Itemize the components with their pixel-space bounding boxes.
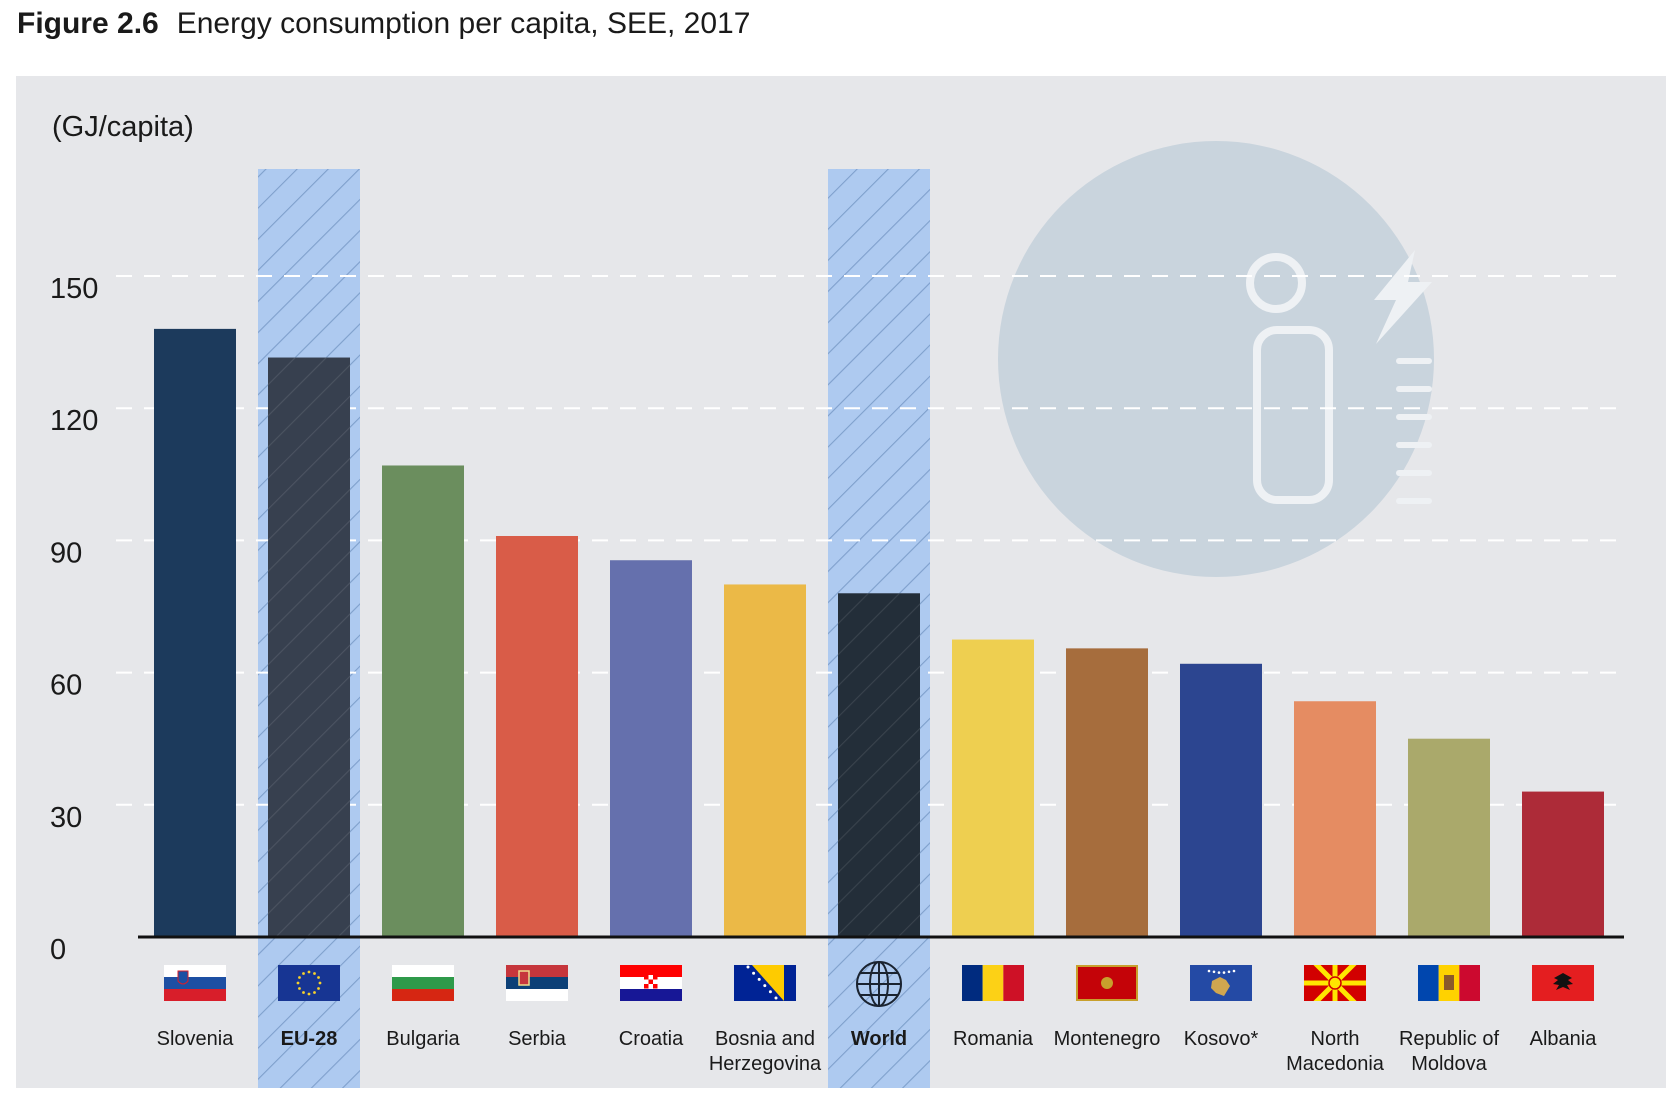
energy-person-icon xyxy=(998,141,1434,577)
category-label: Slovenia xyxy=(157,1028,235,1050)
flags xyxy=(164,961,1594,1007)
croatia-flag-icon xyxy=(620,965,682,1001)
bar xyxy=(610,560,692,937)
axes: 0 30 60 90 120 150 (GJ/capita) xyxy=(50,111,1624,966)
y-tick-label: 90 xyxy=(50,537,82,569)
bar xyxy=(952,639,1034,937)
bar xyxy=(1408,738,1490,937)
category-label: Montenegro xyxy=(1054,1028,1161,1050)
y-tick-label: 0 xyxy=(50,934,66,966)
figure-title: Figure 2.6 Energy consumption per capita,… xyxy=(17,4,750,44)
slovenia-flag-icon xyxy=(164,965,226,1001)
figure-number: Figure 2.6 xyxy=(17,7,159,40)
category-labels: Slovenia EU-28 Bulgaria Serbia Croatia Bosnia… xyxy=(157,1028,1598,1075)
bosnia-flag-icon xyxy=(734,965,796,1001)
moldova-flag-icon xyxy=(1418,965,1480,1001)
category-label: North Macedonia xyxy=(1286,1028,1385,1075)
serbia-flag-icon xyxy=(506,965,568,1001)
eu-flag-icon xyxy=(278,965,340,1001)
bar-hatch xyxy=(838,593,920,937)
north-macedonia-flag-icon xyxy=(1304,965,1366,1001)
category-label: World xyxy=(851,1028,907,1050)
bar-hatch xyxy=(268,357,350,938)
y-tick-label: 60 xyxy=(50,670,82,702)
bar xyxy=(1294,701,1376,937)
bar xyxy=(382,465,464,937)
bar xyxy=(724,584,806,937)
category-label: Kosovo* xyxy=(1184,1028,1259,1050)
bar xyxy=(1180,663,1262,937)
romania-flag-icon xyxy=(962,965,1024,1001)
category-label: Croatia xyxy=(619,1028,684,1050)
bars xyxy=(154,328,1604,938)
bulgaria-flag-icon xyxy=(392,965,454,1001)
y-tick-label: 150 xyxy=(50,273,98,305)
highlight-bands xyxy=(258,169,930,1088)
category-label: EU-28 xyxy=(281,1028,338,1050)
albania-flag-icon xyxy=(1532,965,1594,1001)
y-tick-label: 30 xyxy=(50,802,82,834)
bar xyxy=(1066,648,1148,937)
y-axis-label: (GJ/capita) xyxy=(52,111,194,143)
category-label: Republic of Moldova xyxy=(1399,1028,1500,1075)
bar-chart: 0 30 60 90 120 150 (GJ/capita) Slovenia EU-28 Bu… xyxy=(50,111,1624,1088)
montenegro-flag-icon xyxy=(1076,965,1138,1001)
category-label: Albania xyxy=(1530,1028,1598,1050)
category-label: Bosnia and Herzegovina xyxy=(709,1028,822,1075)
globe-icon xyxy=(856,961,902,1007)
y-tick-label: 120 xyxy=(50,405,98,437)
bar xyxy=(496,535,578,937)
category-label: Bulgaria xyxy=(386,1028,460,1050)
bar xyxy=(1522,791,1604,937)
category-label: Serbia xyxy=(508,1028,567,1050)
bar xyxy=(154,328,236,937)
category-label: Romania xyxy=(953,1028,1034,1050)
figure-caption: Energy consumption per capita, SEE, 2017 xyxy=(176,7,751,40)
kosovo-flag-icon xyxy=(1190,965,1252,1001)
